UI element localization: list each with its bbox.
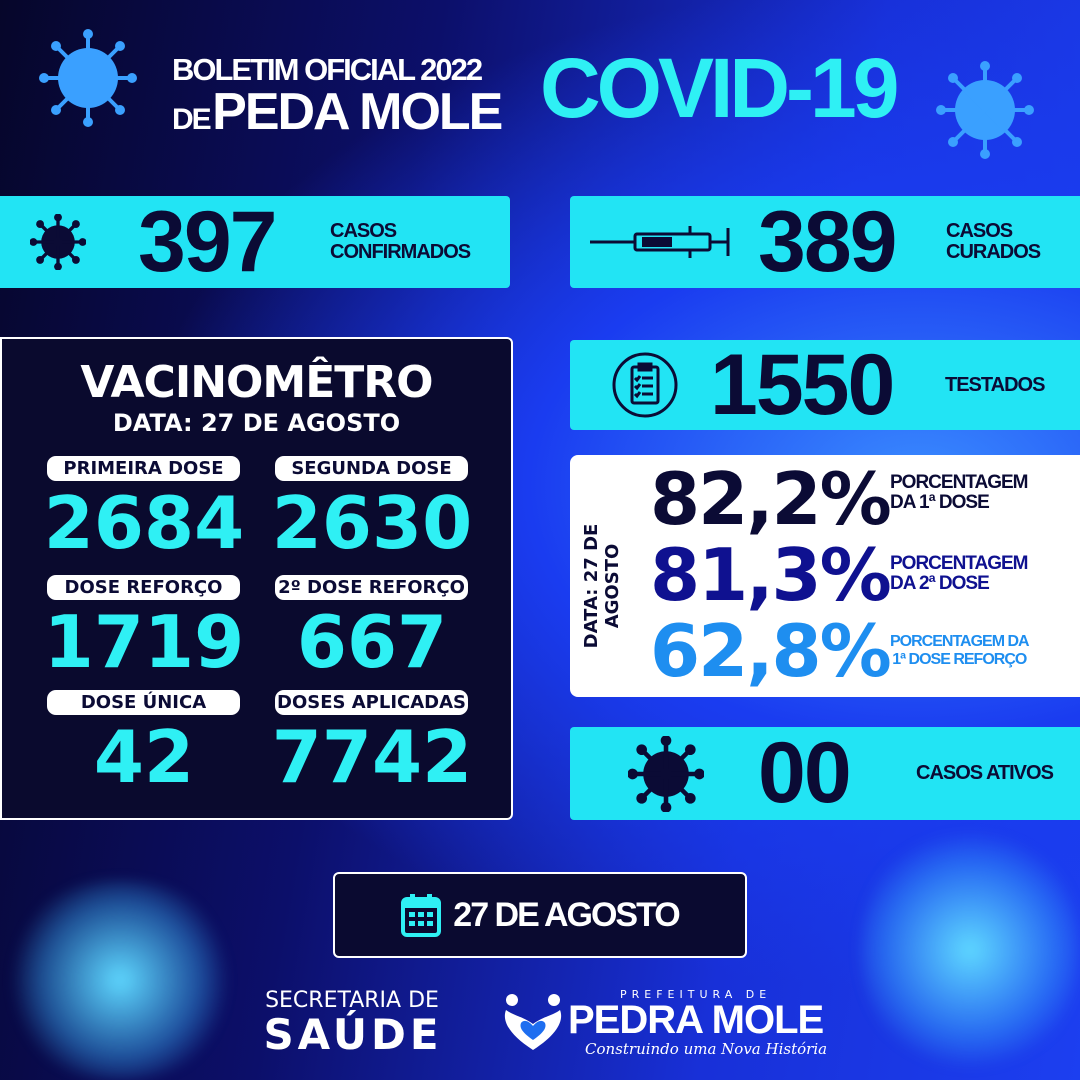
dose-label: DOSES APLICADAS bbox=[275, 690, 468, 715]
pct-first-dose: 82,2% bbox=[650, 457, 892, 541]
virus-icon bbox=[30, 214, 86, 270]
date-badge: 27 DE AGOSTO bbox=[333, 872, 747, 958]
decor-virus-blur bbox=[860, 820, 1080, 1080]
calendar-icon bbox=[401, 894, 442, 937]
pct-label-line: PORCENTAGEM bbox=[890, 472, 1028, 493]
confirmed-label2: CONFIRMADOS bbox=[330, 241, 471, 263]
dose-value: 667 bbox=[296, 600, 448, 684]
percentage-panel: DATA: 27 DE AGOSTO 82,2% PORCENTAGEM DA 1… bbox=[570, 455, 1080, 697]
vacinometro-date: DATA: 27 DE AGOSTO bbox=[112, 409, 401, 437]
dose-label: SEGUNDA DOSE bbox=[275, 456, 468, 481]
pct-label-line: PORCENTAGEM bbox=[890, 553, 1028, 574]
confirmed-card: 397 CASOS CONFIRMADOS bbox=[0, 194, 510, 290]
dose-label: PRIMEIRA DOSE bbox=[47, 456, 240, 481]
tested-card: 1550 TESTADOS bbox=[570, 337, 1080, 433]
pct-label-line: DA 2ª DOSE bbox=[890, 573, 990, 594]
dose-label: DOSE ÚNICA bbox=[47, 690, 240, 715]
dose-label: 2º DOSE REFORÇO bbox=[275, 575, 468, 600]
covid-title: COVID-19 bbox=[540, 41, 899, 135]
active-label: CASOS ATIVOS bbox=[916, 762, 1054, 784]
dose-value: 2684 bbox=[43, 481, 245, 565]
prefeitura-label: PREFEITURA DE bbox=[620, 988, 772, 1001]
dose-value: 7742 bbox=[271, 715, 473, 799]
active-card: 00 CASOS ATIVOS bbox=[570, 725, 1080, 821]
cured-label1: CASOS bbox=[946, 220, 1013, 242]
pct-second-dose: 81,3% bbox=[650, 533, 892, 617]
prefeitura-city: PEDRA MOLE bbox=[568, 998, 824, 1042]
dose-value: 1719 bbox=[43, 600, 245, 684]
dose-value: 42 bbox=[93, 715, 195, 799]
confirmed-label1: CASOS bbox=[330, 220, 397, 242]
bulletin-title: BOLETIM OFICIAL 2022 bbox=[172, 52, 483, 87]
pct-label-line: DA 1ª DOSE bbox=[890, 492, 990, 513]
vacinometro-panel: VACINOMÊTRO DATA: 27 DE AGOSTO PRIMEIRA … bbox=[0, 337, 513, 820]
title-city: PEDA MOLE bbox=[212, 83, 503, 141]
syringe-icon bbox=[590, 226, 730, 258]
prefeitura-slogan: Construindo uma Nova História bbox=[585, 1040, 828, 1058]
city-title: DE PEDA MOLE bbox=[172, 82, 503, 142]
cured-value: 389 bbox=[758, 193, 898, 290]
decor-virus-blur bbox=[0, 880, 240, 1080]
prefeitura-logo bbox=[504, 994, 562, 1050]
active-value: 00 bbox=[758, 725, 852, 821]
title-de: DE bbox=[172, 103, 212, 136]
pct-label: PORCENTAGEM DA 1ª DOSE REFORÇO bbox=[890, 633, 1030, 669]
clipboard-icon bbox=[612, 352, 678, 418]
virus-icon bbox=[628, 735, 704, 812]
pct-label: PORCENTAGEM DA 2ª DOSE bbox=[890, 553, 1028, 594]
vacinometro-title: VACINOMÊTRO bbox=[80, 357, 433, 408]
cured-card: 389 CASOS CURADOS bbox=[570, 194, 1080, 290]
dose-label: DOSE REFORÇO bbox=[47, 575, 240, 600]
cured-label2: CURADOS bbox=[946, 241, 1041, 263]
secretaria-line1: SECRETARIA DE bbox=[265, 988, 439, 1013]
date-text: 27 DE AGOSTO bbox=[453, 895, 680, 934]
percentage-date: DATA: 27 DE AGOSTO bbox=[581, 523, 623, 649]
pct-booster: 62,8% bbox=[650, 609, 892, 693]
confirmed-value: 397 bbox=[138, 193, 278, 290]
pct-label-line: PORCENTAGEM DA bbox=[890, 633, 1030, 650]
tested-label: TESTADOS bbox=[945, 373, 1045, 396]
pct-label: PORCENTAGEM DA 1ª DOSE bbox=[890, 472, 1028, 513]
virus-icon bbox=[936, 61, 1034, 159]
pct-label-line: 1ª DOSE REFORÇO bbox=[892, 651, 1027, 668]
secretaria-line2: SAÚDE bbox=[263, 1010, 443, 1059]
tested-value: 1550 bbox=[710, 336, 895, 433]
dose-value: 2630 bbox=[271, 481, 473, 565]
virus-icon bbox=[39, 29, 137, 127]
